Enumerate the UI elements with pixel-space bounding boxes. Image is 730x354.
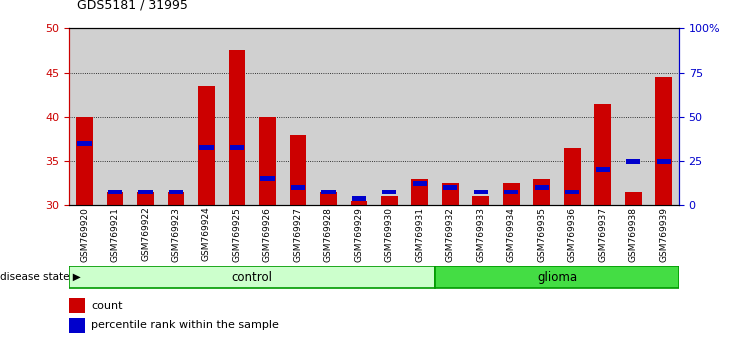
Text: disease state ▶: disease state ▶ [0,272,81,282]
Bar [321,190,336,194]
Bar [199,145,214,150]
FancyBboxPatch shape [435,266,679,288]
Bar [625,192,642,205]
Bar [261,176,274,181]
Bar [69,298,85,313]
Bar [443,185,458,190]
Bar [352,196,366,201]
Bar [228,50,245,205]
Bar [230,145,244,150]
Bar [76,117,93,205]
Bar [107,192,123,205]
Bar [472,196,489,205]
Bar [656,159,671,164]
Bar [626,159,640,164]
Bar [137,192,154,205]
Bar [77,141,92,146]
Text: GDS5181 / 31995: GDS5181 / 31995 [77,0,188,12]
Text: count: count [91,301,123,311]
Bar [474,190,488,194]
Bar [564,148,580,205]
Bar [350,201,367,205]
Bar [290,135,307,205]
Bar [381,196,398,205]
Bar [534,185,549,190]
Bar [198,86,215,205]
Bar [503,183,520,205]
Text: glioma: glioma [537,270,577,284]
Bar [108,190,122,194]
Bar [442,183,458,205]
Bar [656,77,672,205]
Bar [320,192,337,205]
Bar [534,179,550,205]
Bar [291,185,305,190]
Bar [412,179,429,205]
Bar [168,192,185,205]
Bar [596,167,610,172]
Bar [565,190,580,194]
Bar [169,190,183,194]
Bar [139,190,153,194]
Text: control: control [231,270,273,284]
Text: percentile rank within the sample: percentile rank within the sample [91,320,280,330]
Bar [383,190,396,194]
Bar [69,318,85,333]
FancyBboxPatch shape [69,266,435,288]
Bar [594,103,611,205]
Bar [504,190,518,194]
Bar [412,181,427,185]
Bar [259,117,276,205]
